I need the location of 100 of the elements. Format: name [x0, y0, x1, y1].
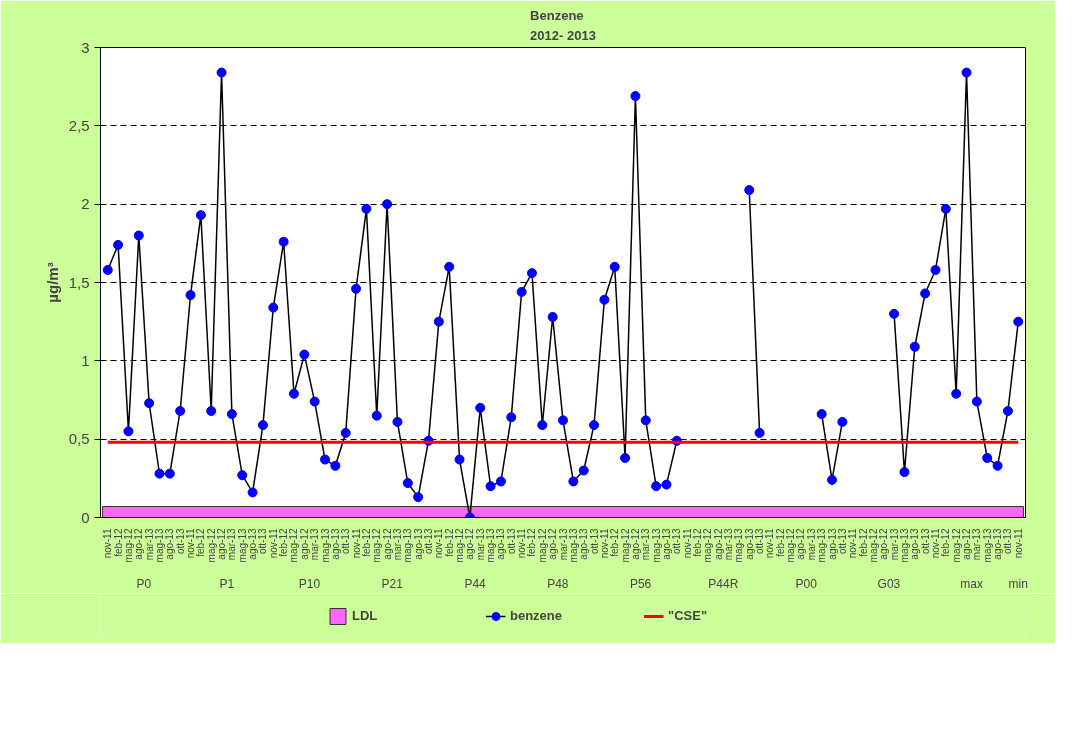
x-tick-label: mag-12 — [122, 528, 134, 563]
x-tick-label: ago-13 — [660, 528, 672, 560]
x-tick-label: mag-13 — [236, 528, 248, 563]
y-tick-label: 2 — [81, 195, 90, 213]
x-tick-label: mag-12 — [205, 528, 217, 563]
x-tick-label: ago-12 — [547, 528, 559, 560]
x-tick-label: mag-12 — [785, 528, 797, 563]
x-tick-label: mag-13 — [981, 528, 993, 563]
text: P10 — [298, 576, 321, 591]
x-tick-label: mar-13 — [888, 528, 900, 561]
x-tick-label: feb-12 — [443, 528, 455, 557]
x-tick-label: ago-13 — [329, 528, 341, 560]
x-tick-label: mag-13 — [816, 528, 828, 563]
x-tick-label: ott-13 — [836, 528, 848, 555]
y-tick-label: 0 — [81, 508, 90, 526]
x-tick-label: ago-12 — [878, 528, 890, 560]
x-tick-label: feb-12 — [940, 528, 952, 557]
x-tick-label: ago-13 — [495, 528, 507, 560]
x-tick-label: feb-12 — [526, 528, 538, 557]
x-tick-label: ago-12 — [381, 528, 393, 560]
x-tick-label: mag-12 — [702, 528, 714, 563]
x-tick-label: ott-13 — [754, 528, 766, 555]
x-tick-label: nov-11 — [681, 528, 693, 559]
x-tick-label: ago-13 — [164, 528, 176, 560]
x-tick-label: feb-12 — [278, 528, 290, 557]
x-tick-label: ott-13 — [588, 528, 600, 555]
x-tick-label: ago-13 — [578, 528, 590, 560]
x-tick-label: ott-13 — [1002, 528, 1014, 555]
x-tick-label: ago-13 — [826, 528, 838, 560]
legend-label: LDL — [352, 608, 379, 623]
x-tick-label: nov-11 — [847, 528, 859, 559]
y-axis-title: µg/m³ — [43, 262, 61, 303]
x-tick-label: ago-13 — [909, 528, 921, 560]
text: P48 — [547, 576, 569, 591]
legend-label: "CSE" — [668, 608, 709, 623]
x-tick-label: mar-13 — [309, 528, 321, 561]
x-tick-label: nov-11 — [1012, 528, 1024, 559]
x-tick-label: feb-12 — [774, 528, 786, 557]
x-tick-label: ago-12 — [298, 528, 310, 560]
text: P44R — [708, 576, 739, 591]
x-tick-label: mag-13 — [650, 528, 662, 563]
x-tick-label: ago-12 — [629, 528, 641, 560]
x-tick-label: mar-13 — [971, 528, 983, 561]
text: P44 — [464, 576, 487, 591]
x-tick-label: mag-13 — [153, 528, 165, 563]
x-tick-label: nov-11 — [102, 528, 114, 559]
x-tick-label: mar-13 — [557, 528, 569, 561]
text: P56 — [629, 576, 652, 591]
x-tick-label: ott-13 — [174, 528, 186, 555]
x-tick-label: ago-13 — [412, 528, 424, 560]
x-tick-label: mar-13 — [474, 528, 486, 561]
x-tick-label: ago-12 — [961, 528, 973, 560]
x-tick-label: mar-13 — [143, 528, 155, 561]
x-tick-label: ago-13 — [992, 528, 1004, 560]
x-tick-label: nov-11 — [433, 528, 445, 559]
text: max — [960, 576, 984, 591]
text: min — [1008, 576, 1028, 591]
x-tick-label: mar-13 — [391, 528, 403, 561]
y-tick-label: 1 — [81, 351, 90, 369]
y-tick-label: 1,5 — [68, 273, 90, 291]
y-tick-label: 3 — [81, 38, 90, 56]
legend-label: benzene — [510, 608, 563, 623]
x-tick-label: mar-13 — [723, 528, 735, 561]
x-tick-label: nov-11 — [267, 528, 279, 559]
x-tick-label: nov-11 — [598, 528, 610, 559]
text: P21 — [381, 576, 404, 591]
x-tick-label: feb-12 — [360, 528, 372, 557]
y-tick-label: 0,5 — [68, 430, 90, 448]
x-tick-label: ott-13 — [919, 528, 931, 555]
x-tick-label: ago-12 — [216, 528, 228, 560]
x-tick-label: ago-12 — [712, 528, 724, 560]
x-tick-label: ott-13 — [340, 528, 352, 555]
x-tick-label: ago-13 — [743, 528, 755, 560]
x-tick-label: mag-12 — [288, 528, 300, 563]
x-tick-label: mag-13 — [898, 528, 910, 563]
x-tick-label: mag-13 — [485, 528, 497, 563]
x-tick-label: ott-13 — [422, 528, 434, 555]
x-tick-label: nov-11 — [764, 528, 776, 559]
x-tick-label: nov-11 — [350, 528, 362, 559]
x-tick-label: feb-12 — [692, 528, 704, 557]
x-tick-label: mag-12 — [619, 528, 631, 563]
x-tick-label: ago-12 — [464, 528, 476, 560]
x-tick-label: mag-12 — [536, 528, 548, 563]
x-tick-label: ott-13 — [257, 528, 269, 555]
x-tick-label: mag-12 — [950, 528, 962, 563]
x-tick-label: ott-13 — [671, 528, 683, 555]
x-tick-label: feb-12 — [195, 528, 207, 557]
y-tick-label: 2,5 — [68, 116, 90, 134]
x-tick-label: feb-12 — [609, 528, 621, 557]
x-tick-label: ago-12 — [133, 528, 145, 560]
text: G03 — [877, 576, 901, 591]
x-tick-label: nov-11 — [185, 528, 197, 559]
x-tick-label: feb-12 — [112, 528, 124, 557]
x-tick-label: mar-13 — [226, 528, 238, 561]
x-tick-label: ott-13 — [505, 528, 517, 555]
x-tick-label: mag-13 — [319, 528, 331, 563]
x-tick-label: mag-12 — [454, 528, 466, 563]
x-tick-label: ago-13 — [247, 528, 259, 560]
x-tick-label: feb-12 — [857, 528, 869, 557]
x-tick-label: mag-13 — [733, 528, 745, 563]
